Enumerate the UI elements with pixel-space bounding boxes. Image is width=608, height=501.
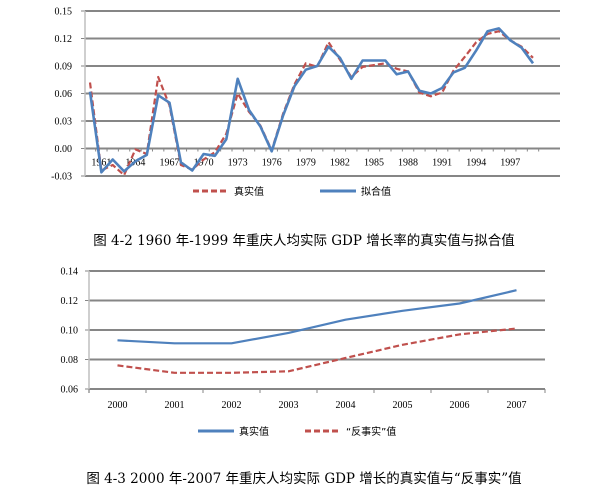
chart2-series [117, 289, 517, 374]
chart2-legend: 真实值 “反事实”值 [198, 425, 396, 438]
x-tick-label: 1988 [398, 158, 418, 169]
series-line-counterfactual [117, 327, 517, 374]
x-tick-label: 1997 [500, 158, 520, 169]
y-tick-label: 0.15 [55, 7, 73, 18]
x-tick-label: 2000 [108, 400, 128, 411]
x-tick-label: 2001 [165, 400, 185, 411]
chart1-y-tick-labels: 0.15 0.12 0.09 0.06 0.03 0.00 -0.03 [51, 7, 72, 183]
chart2-caption: 图 4-3 2000 年-2007 年重庆人均实际 GDP 增长的真实值与“反事… [86, 471, 522, 487]
x-tick-label: 1976 [262, 158, 282, 169]
chart2-y-tick-labels: 0.14 0.12 0.10 0.08 0.06 [61, 267, 79, 396]
chart1-series [88, 27, 535, 177]
x-tick-label: 1985 [364, 158, 384, 169]
x-tick-label: 1979 [296, 158, 316, 169]
y-tick-label: 0.06 [61, 385, 79, 396]
x-tick-label: 2005 [393, 400, 413, 411]
series-line-actual [88, 30, 534, 177]
x-tick-label: 2004 [336, 400, 356, 411]
x-tick-label: 1973 [228, 158, 248, 169]
series-line-actual [117, 289, 517, 345]
y-tick-label: 0.00 [55, 144, 73, 155]
y-tick-label: 0.03 [55, 117, 73, 128]
chart2-gridlines [85, 270, 545, 390]
y-tick-label: 0.08 [61, 355, 79, 366]
x-tick-label: 2002 [222, 400, 242, 411]
x-tick-label: 2003 [279, 400, 299, 411]
y-tick-label: 0.09 [55, 62, 73, 73]
series-line-fitted [88, 27, 535, 174]
legend-label: 真实值 [239, 425, 269, 438]
y-tick-label: 0.12 [55, 34, 73, 45]
chart1-axes [84, 11, 540, 176]
legend-label: 拟合值 [361, 185, 391, 198]
y-tick-label: 0.10 [61, 326, 79, 337]
chart2-x-tick-labels: 2000 2001 2002 2003 2004 2005 2006 2007 [108, 400, 527, 411]
chart2-axes [88, 271, 546, 393]
chart1-legend: 真实值 拟合值 [193, 185, 391, 198]
x-tick-label: 1991 [432, 158, 452, 169]
chart1-x-tick-labels: 1961 1964 1967 1970 1973 1976 1979 1982 1985 1988… [91, 158, 520, 169]
legend-label: 真实值 [234, 185, 264, 198]
legend-label: “反事实”值 [346, 425, 396, 438]
x-tick-label: 1970 [194, 158, 214, 169]
x-tick-label: 1994 [466, 158, 486, 169]
chart1-caption: 图 4-2 1960 年-1999 年重庆人均实际 GDP 增长率的真实值与拟合… [93, 233, 515, 249]
x-tick-label: 2007 [507, 400, 527, 411]
y-tick-label: 0.12 [61, 296, 79, 307]
x-tick-label: 1967 [160, 158, 180, 169]
y-tick-label: 0.14 [61, 267, 79, 278]
chart-gdp-growth-1960-1999: 0.150.120.090.060.030.00-0.03 1961 1964 19… [51, 7, 560, 198]
x-tick-label: 1982 [330, 158, 350, 169]
x-tick-label: 2006 [450, 400, 470, 411]
y-tick-label: -0.03 [51, 172, 72, 183]
y-tick-label: 0.06 [55, 89, 73, 100]
